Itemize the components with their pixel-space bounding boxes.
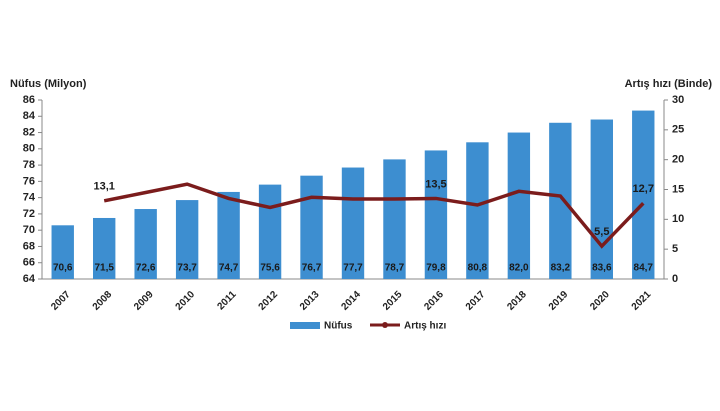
y-tick-label: 68 xyxy=(23,240,35,252)
x-tick-label: 2011 xyxy=(215,289,238,312)
legend-label: Nüfus xyxy=(324,321,353,332)
legend-swatch xyxy=(382,322,388,328)
bar xyxy=(466,142,489,279)
x-tick-label: 2017 xyxy=(464,289,488,313)
bar xyxy=(93,217,116,279)
line-value-label: 5,5 xyxy=(594,226,609,238)
bar-value-label: 79,8 xyxy=(426,263,446,274)
line-value-label: 12,7 xyxy=(633,183,654,195)
bar-value-label: 74,7 xyxy=(219,263,239,274)
x-tick-label: 2010 xyxy=(174,289,198,313)
y-tick-label: 80 xyxy=(23,143,35,155)
bar-value-label: 73,7 xyxy=(177,263,197,274)
y2-tick-label: 5 xyxy=(672,243,678,255)
bar xyxy=(341,167,365,279)
y2-tick-label: 15 xyxy=(672,183,684,195)
y-tick-label: 70 xyxy=(23,224,35,236)
bar-value-label: 72,6 xyxy=(136,263,156,274)
bar-value-label: 84,7 xyxy=(634,263,654,274)
bar xyxy=(51,225,74,279)
y-tick-label: 76 xyxy=(23,175,35,187)
x-tick-label: 2015 xyxy=(381,289,405,313)
bar-value-label: 71,5 xyxy=(94,263,114,274)
legend-label: Artış hızı xyxy=(404,321,446,332)
y-tick-label: 84 xyxy=(23,110,36,122)
y2-tick-label: 10 xyxy=(672,213,684,225)
x-tick-label: 2020 xyxy=(588,289,612,313)
x-tick-label: 2021 xyxy=(630,289,654,313)
y2-tick-label: 25 xyxy=(672,124,684,136)
x-tick-label: 2018 xyxy=(505,289,529,313)
bar-value-label: 77,7 xyxy=(343,263,363,274)
bar xyxy=(590,119,613,279)
line-value-label: 13,1 xyxy=(93,181,114,193)
bar xyxy=(632,110,655,279)
bar-value-label: 80,8 xyxy=(468,263,488,274)
x-tick-label: 2008 xyxy=(91,289,115,313)
bar xyxy=(217,191,240,279)
bar-value-label: 82,0 xyxy=(509,263,529,274)
y-tick-label: 82 xyxy=(23,126,35,138)
y2-tick-label: 20 xyxy=(672,154,684,166)
bar xyxy=(383,159,406,279)
legend-swatch xyxy=(290,322,320,329)
x-tick-label: 2009 xyxy=(132,289,156,313)
y-tick-label: 78 xyxy=(23,159,35,171)
bar-value-label: 70,6 xyxy=(53,263,73,274)
y2-tick-label: 0 xyxy=(672,273,678,285)
bar xyxy=(134,209,157,279)
bar-value-label: 83,6 xyxy=(592,263,612,274)
bar xyxy=(300,175,323,279)
x-tick-label: 2013 xyxy=(298,289,322,313)
y-tick-label: 66 xyxy=(23,257,35,269)
y-tick-label: 64 xyxy=(23,273,36,285)
x-tick-label: 2007 xyxy=(49,289,73,313)
bar-value-label: 76,7 xyxy=(302,263,322,274)
x-tick-label: 2016 xyxy=(422,289,446,313)
bar xyxy=(175,200,199,279)
y-tick-label: 72 xyxy=(23,208,35,220)
x-tick-label: 2012 xyxy=(257,289,281,313)
bar xyxy=(424,150,448,279)
bar-value-label: 75,6 xyxy=(260,263,280,274)
bar xyxy=(507,132,531,279)
y2-tick-label: 30 xyxy=(672,94,684,106)
y2-axis-title: Artış hızı (Binde) xyxy=(625,78,713,90)
y-axis-title: Nüfus (Milyon) xyxy=(10,78,87,90)
bar xyxy=(258,184,282,279)
x-tick-label: 2014 xyxy=(339,289,363,313)
y-tick-label: 86 xyxy=(23,94,35,106)
line xyxy=(103,182,645,249)
x-tick-label: 2019 xyxy=(547,289,571,313)
bar xyxy=(549,122,572,279)
bar-value-label: 83,2 xyxy=(551,263,571,274)
bar-value-label: 78,7 xyxy=(385,263,405,274)
line-value-label: 13,5 xyxy=(425,178,446,190)
y-tick-label: 74 xyxy=(23,192,36,204)
